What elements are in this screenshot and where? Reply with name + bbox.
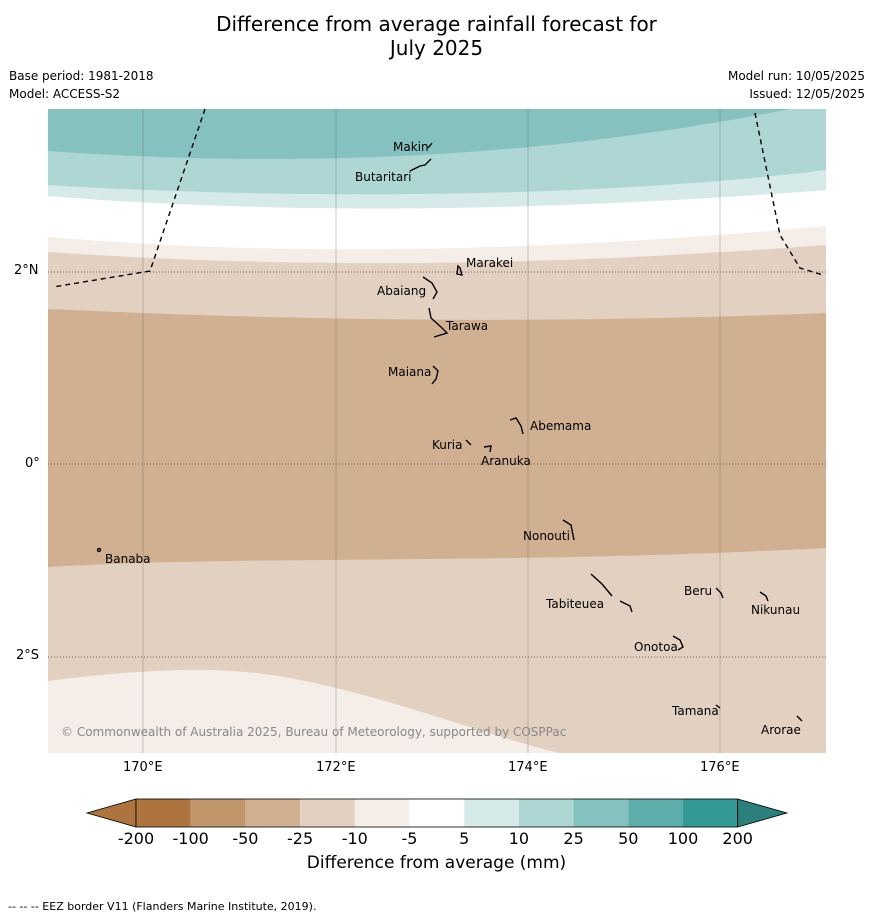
colorbar-cell bbox=[190, 799, 246, 827]
colorbar-tick-label: -200 bbox=[118, 829, 154, 848]
title-line-1: Difference from average rainfall forecas… bbox=[216, 12, 657, 36]
island-labels: Makin Butaritari Marakei Abaiang Tarawa … bbox=[105, 140, 801, 737]
colorbar-cell bbox=[464, 799, 519, 827]
colorbar-tick-label: 25 bbox=[563, 829, 583, 848]
model-run: Model run: 10/05/2025 bbox=[727, 69, 865, 83]
eez-borders bbox=[52, 108, 824, 288]
colorbar-tick-label: 100 bbox=[668, 829, 699, 848]
colorbar-cell bbox=[245, 799, 301, 827]
colorbar-tick-label: 5 bbox=[459, 829, 469, 848]
colorbar-cell bbox=[628, 799, 683, 827]
island-shape-tarawa bbox=[428, 307, 449, 338]
island-shape-kuria bbox=[465, 439, 472, 446]
label-makin: Makin bbox=[393, 140, 429, 154]
island-shape-makin bbox=[427, 142, 433, 149]
label-marakei: Marakei bbox=[466, 256, 513, 270]
lon-label-176: 176°E bbox=[700, 760, 740, 775]
colorbar-cell bbox=[354, 799, 410, 827]
label-tarawa: Tarawa bbox=[445, 319, 488, 333]
colorbar-tick-label: -50 bbox=[232, 829, 258, 848]
meta-left: Base period: 1981-2018 Model: ACCESS-S2 bbox=[9, 67, 154, 103]
eez-footnote: -- -- -- EEZ border V11 (Flanders Marine… bbox=[8, 900, 317, 913]
colorbar-tick-label: -5 bbox=[402, 829, 418, 848]
island-shape-arorae bbox=[796, 715, 803, 722]
meta-right: Model run: 10/05/2025 Issued: 12/05/2025 bbox=[728, 67, 865, 103]
island-shape-abemama bbox=[509, 417, 524, 435]
colorbar-cell bbox=[518, 799, 574, 827]
island-shape-nonouti bbox=[562, 519, 575, 541]
eez-border-east bbox=[754, 112, 824, 276]
band-wet-50 bbox=[48, 109, 790, 160]
island-shape-tamana bbox=[715, 704, 721, 709]
lat-label-2s: 2°S bbox=[16, 648, 40, 663]
label-abaiang: Abaiang bbox=[377, 284, 426, 298]
colorbar-tick-label: -100 bbox=[173, 829, 209, 848]
island-shape-marakei bbox=[456, 264, 463, 276]
lon-label-172: 172°E bbox=[316, 760, 356, 775]
island-shape-beru bbox=[715, 587, 724, 599]
island-shape-butaritari bbox=[409, 158, 432, 172]
label-aranuka: Aranuka bbox=[481, 454, 531, 468]
colorbar-title: Difference from average (mm) bbox=[306, 853, 567, 873]
label-banaba: Banaba bbox=[105, 552, 151, 566]
lat-label-0: 0° bbox=[25, 456, 40, 471]
island-shape-tabiteuea bbox=[590, 573, 633, 613]
colorbar-cell bbox=[136, 799, 191, 827]
colorbar-extend-low bbox=[85, 798, 137, 828]
lon-label-174: 174°E bbox=[508, 760, 548, 775]
colorbar-tick-label: 50 bbox=[618, 829, 638, 848]
colorbar: -200 -100 -50 -25 -10 -5 5 10 25 50 100 200 bbox=[85, 798, 789, 848]
label-butaritari: Butaritari bbox=[355, 170, 412, 184]
model-name: Model: ACCESS-S2 bbox=[9, 87, 121, 101]
rainfall-map: Makin Butaritari Marakei Abaiang Tarawa … bbox=[48, 108, 826, 753]
island-shape-aranuka bbox=[483, 445, 492, 453]
colorbar-tick-label: 200 bbox=[722, 829, 753, 848]
map-fill-layers bbox=[48, 109, 826, 753]
label-maiana: Maiana bbox=[388, 365, 431, 379]
title-line-2: July 2025 bbox=[389, 36, 484, 60]
colorbar-cell bbox=[573, 799, 629, 827]
band-wet-10-inner bbox=[48, 170, 826, 209]
lon-label-170: 170°E bbox=[123, 760, 163, 775]
label-onotoa: Onotoa bbox=[634, 640, 678, 654]
island-shape-nikunau bbox=[759, 591, 769, 602]
island-shape-banaba bbox=[96, 547, 102, 553]
label-tamana: Tamana bbox=[671, 704, 719, 718]
colorbar-cells bbox=[85, 798, 789, 828]
colorbar-tick-label: 10 bbox=[509, 829, 529, 848]
copyright-text: © Commonwealth of Australia 2025, Bureau… bbox=[61, 725, 566, 739]
island-shape-abaiang bbox=[422, 276, 438, 300]
map-title: Difference from average rainfall forecas… bbox=[0, 12, 873, 60]
issued-date: Issued: 12/05/2025 bbox=[749, 87, 865, 101]
colorbar-cell bbox=[409, 799, 465, 827]
label-nonouti: Nonouti bbox=[523, 529, 570, 543]
colorbar-tick-labels: -200 -100 -50 -25 -10 -5 5 10 25 50 100 200 bbox=[118, 829, 753, 848]
label-kuria: Kuria bbox=[432, 438, 463, 452]
island-shape-maiana bbox=[431, 365, 439, 385]
band-dry-10-south-inner bbox=[48, 709, 450, 753]
label-beru: Beru bbox=[684, 584, 712, 598]
eez-border-west bbox=[52, 108, 206, 288]
base-period: Base period: 1981-2018 bbox=[9, 69, 154, 83]
lat-label-2n: 2°N bbox=[14, 263, 39, 278]
label-tabiteuea: Tabiteuea bbox=[545, 597, 604, 611]
colorbar-tick-label: -25 bbox=[287, 829, 313, 848]
island-outlines bbox=[96, 142, 803, 722]
graticule bbox=[142, 109, 721, 753]
label-nikunau: Nikunau bbox=[751, 603, 800, 617]
colorbar-tick-label: -10 bbox=[342, 829, 368, 848]
label-arorae: Arorae bbox=[761, 723, 801, 737]
parallels bbox=[48, 271, 826, 658]
island-shape-onotoa bbox=[672, 635, 684, 651]
label-abemama: Abemama bbox=[530, 419, 591, 433]
colorbar-cell bbox=[300, 799, 355, 827]
colorbar-extend-high bbox=[737, 798, 789, 828]
colorbar-cell bbox=[683, 799, 738, 827]
